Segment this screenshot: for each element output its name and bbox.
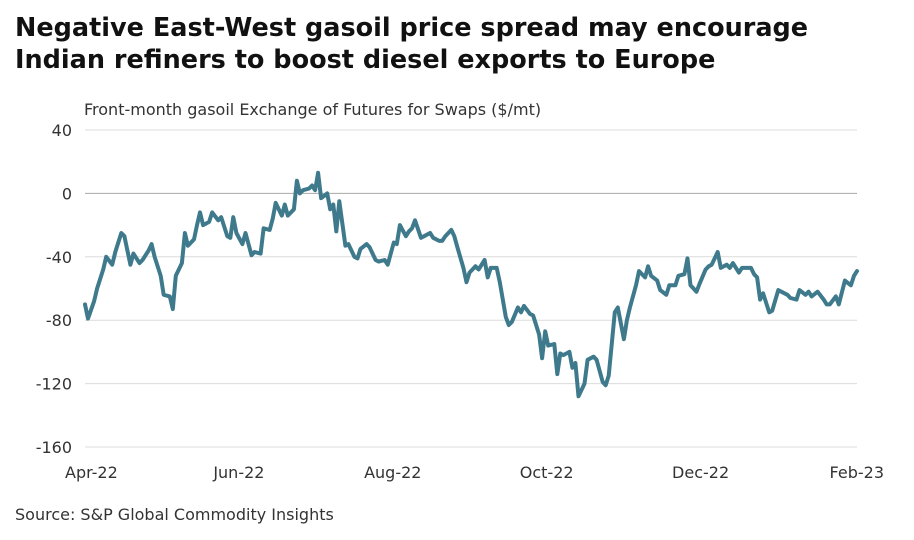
gridlines — [85, 129, 857, 448]
x-axis-ticks: Apr-22 Jun-22 Aug-22 Oct-22 Dec-22 Feb-23 — [65, 463, 884, 482]
series-line-0 — [83, 170, 859, 399]
chart-subtitle: Front-month gasoil Exchange of Futures f… — [84, 100, 542, 119]
x-tick-label: Aug-22 — [364, 463, 421, 482]
x-tick-label: Apr-22 — [65, 463, 118, 482]
source-note: Source: S&P Global Commodity Insights — [15, 505, 334, 524]
y-tick-label: -160 — [36, 438, 72, 457]
title-line-1: Negative East-West gasoil price spread m… — [15, 13, 809, 43]
x-tick-label: Oct-22 — [520, 463, 574, 482]
y-tick-label: -80 — [46, 311, 72, 330]
y-axis-ticks: 40 0 -40 -80 -120 -160 — [36, 121, 72, 457]
y-tick-label: 40 — [52, 121, 72, 140]
x-tick-label: Feb-23 — [830, 463, 884, 482]
chart-title: Negative East-West gasoil price spread m… — [15, 12, 905, 76]
x-tick-label: Dec-22 — [672, 463, 729, 482]
y-tick-label: 0 — [62, 184, 72, 203]
series-group — [83, 170, 859, 399]
y-tick-label: -120 — [36, 375, 72, 394]
y-tick-label: -40 — [46, 248, 72, 267]
title-line-2: Indian refiners to boost diesel exports … — [15, 45, 716, 75]
x-tick-label: Jun-22 — [212, 463, 264, 482]
